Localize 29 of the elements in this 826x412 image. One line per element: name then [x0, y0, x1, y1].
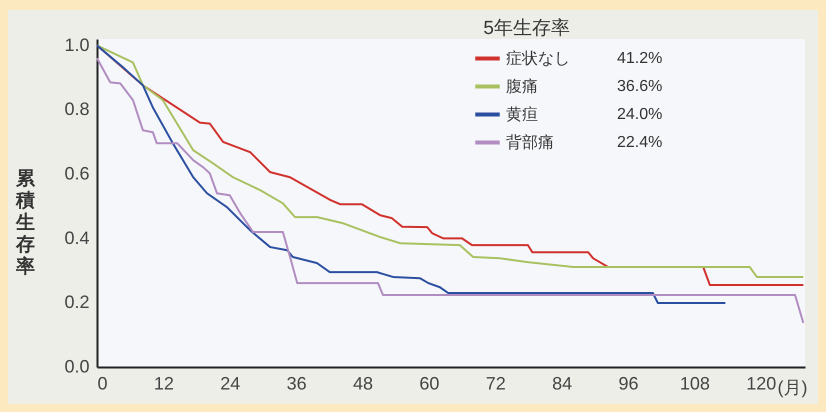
x-axis-title: (月)	[778, 378, 808, 398]
x-tick-label: 24	[220, 374, 240, 394]
x-tick-label: 108	[680, 374, 710, 394]
y-tick-label: 0.4	[64, 228, 90, 248]
legend-label: 症状なし	[506, 50, 570, 68]
y-tick-label: 1.0	[64, 34, 90, 55]
x-tick-label: 84	[552, 374, 572, 394]
x-tick-label: 12	[154, 374, 174, 394]
y-tick-label: 0.8	[64, 99, 90, 120]
y-tick-label: 0.2	[64, 292, 90, 312]
annotation: 24.0%	[617, 106, 662, 123]
legend-label: 黄疸	[506, 106, 538, 124]
line-series	[96, 44, 726, 304]
legend-label: 腹痛	[506, 78, 538, 96]
y-tick-label: 0.6	[64, 164, 90, 184]
x-tick-label: 0	[98, 374, 108, 394]
y-tick-label: 0.0	[64, 356, 90, 376]
x-tick-label: 36	[286, 374, 307, 394]
legend-label: 背部痛	[506, 134, 554, 152]
annotation: 22.4%	[617, 134, 662, 151]
legend-title: 5年生存率	[483, 17, 570, 39]
x-tick-label: 48	[352, 374, 374, 394]
annotation: 36.6%	[617, 78, 662, 95]
x-tick-label: 72	[486, 374, 506, 394]
y-axis-title: 累積生存率	[15, 168, 36, 278]
x-tick-label: 60	[419, 374, 440, 394]
x-tick-label: 120	[746, 374, 776, 394]
x-tick-label: 96	[618, 374, 639, 394]
annotation: 41.2%	[617, 50, 662, 67]
